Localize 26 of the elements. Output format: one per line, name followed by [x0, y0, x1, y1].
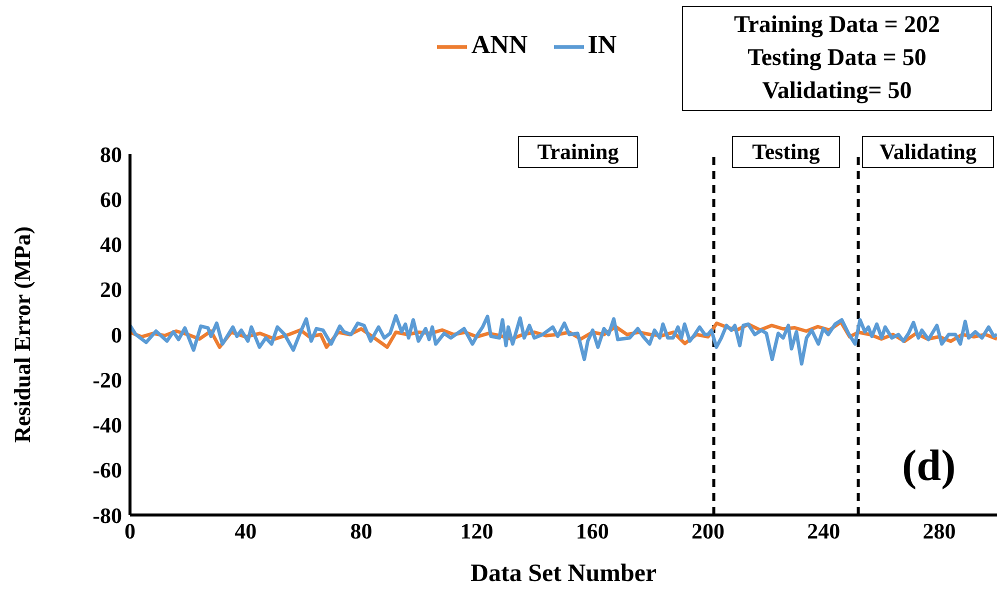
legend-label: IN: [588, 30, 617, 59]
y-tick-label: 80: [100, 142, 122, 167]
y-tick-label: -20: [92, 367, 122, 392]
x-tick-label: 200: [692, 518, 724, 544]
line-series: [130, 314, 997, 366]
y-tick-label: 60: [100, 186, 122, 212]
y-tick-label: 0: [111, 322, 122, 348]
annotation: Validating: [862, 136, 994, 168]
annotation: Testing: [732, 136, 840, 168]
y-tick-label: -40: [92, 412, 122, 438]
y-tick-label: -60: [92, 458, 122, 483]
x-tick-label: 40: [234, 518, 257, 544]
y-tick-label: -80: [92, 502, 122, 528]
annotation: Training: [518, 136, 638, 168]
x-tick-label: 280: [922, 518, 956, 544]
y-tick-label: 40: [100, 232, 122, 258]
x-axis-title: Data Set Number: [470, 560, 657, 587]
y-axis-title: Residual Error (MPa): [10, 226, 36, 443]
legend-label: ANN: [471, 30, 528, 59]
x-tick-label: 120: [460, 518, 494, 544]
x-tick-label: 80: [350, 518, 372, 544]
x-tick-label: 240: [807, 518, 840, 544]
annotation: (d): [902, 440, 956, 491]
summary-box: Training Data = 202 Testing Data = 50 Validating= 50: [682, 6, 992, 111]
x-tick-label: 160: [576, 518, 609, 544]
y-tick-label: 20: [100, 277, 122, 302]
